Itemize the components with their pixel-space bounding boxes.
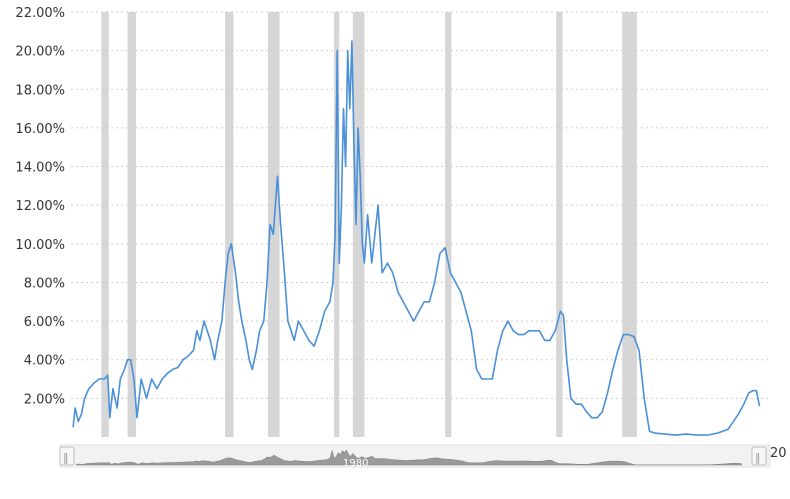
- y-tick-label: 18.00%: [15, 83, 65, 98]
- range-navigator[interactable]: ‖ ‖ 1980: [59, 444, 771, 469]
- navigator-label: 1980: [343, 458, 368, 469]
- recession-band: [225, 12, 234, 437]
- y-tick-label: 20.00%: [15, 45, 65, 60]
- navigator-right-grip[interactable]: ‖: [755, 451, 761, 464]
- recession-band: [334, 12, 340, 437]
- y-tick-label: 12.00%: [15, 199, 65, 214]
- recession-band: [445, 12, 452, 437]
- navigator-right-handle[interactable]: [751, 446, 767, 466]
- navigator-series-area: [75, 449, 743, 466]
- recession-band: [622, 12, 637, 437]
- recession-band: [352, 12, 365, 437]
- y-tick-label: 2.00%: [24, 392, 65, 407]
- y-tick-label: 22.00%: [15, 6, 65, 21]
- recession-band: [556, 12, 563, 437]
- y-axis-tick-labels: 2.00% 4.00% 6.00% 8.00% 10.00% 12.00% 14.00% 16…: [15, 6, 65, 407]
- y-tick-label: 14.00%: [15, 161, 65, 176]
- navigator-left-grip[interactable]: ‖: [63, 451, 69, 464]
- recession-band: [101, 12, 109, 437]
- y-tick-label: 6.00%: [24, 315, 65, 330]
- navigator-left-handle[interactable]: [59, 446, 75, 466]
- rate-series-line: [72, 40, 761, 436]
- y-tick-label: 10.00%: [15, 238, 65, 253]
- y-gridlines: [71, 11, 770, 399]
- y-tick-label: 16.00%: [15, 122, 65, 137]
- y-tick-label: 8.00%: [24, 276, 65, 291]
- y-tick-label: 4.00%: [24, 354, 65, 369]
- recession-band: [127, 12, 136, 437]
